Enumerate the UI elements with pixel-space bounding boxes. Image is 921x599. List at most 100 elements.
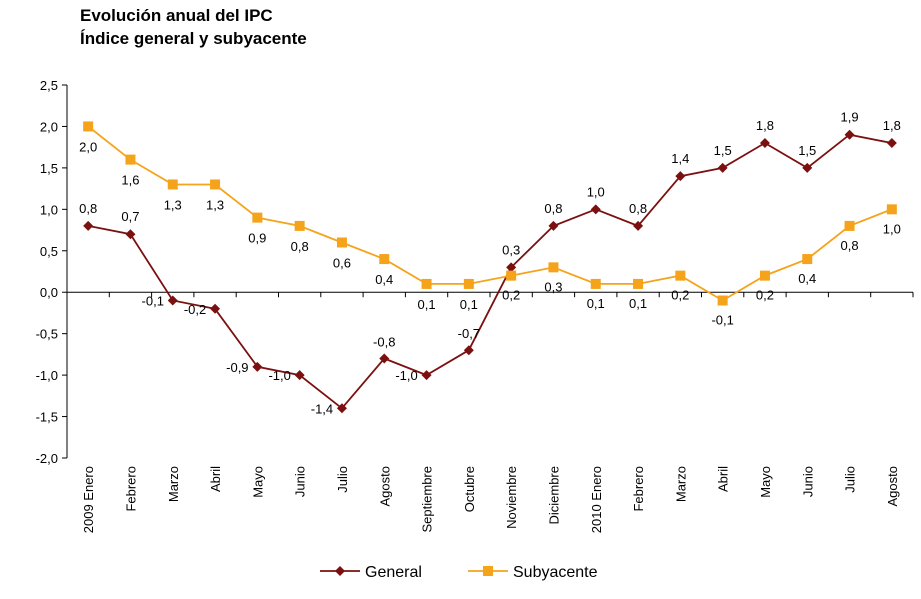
x-tick-label: Febrero: [631, 466, 646, 512]
data-point-subyacente: [802, 254, 813, 265]
x-tick-label: Abril: [208, 466, 223, 492]
data-label: 0,1: [587, 296, 605, 311]
x-tick-label: Septiembre: [420, 466, 435, 532]
data-label: 0,7: [121, 209, 139, 224]
y-tick-label: 1,0: [40, 202, 58, 217]
data-point-subyacente: [759, 270, 770, 281]
series-line-general: [88, 133, 892, 410]
data-label: 1,6: [121, 173, 139, 188]
data-label: 2,0: [79, 139, 97, 154]
data-point-subyacente: [633, 278, 644, 289]
data-label: 1,3: [206, 197, 224, 212]
data-point-subyacente: [125, 154, 136, 165]
data-point-subyacente: [506, 270, 517, 281]
y-tick-label: -1,0: [36, 368, 58, 383]
x-tick-label: Mayo: [250, 466, 265, 498]
x-tick-label: Agosto: [377, 466, 392, 506]
y-tick-label: 2,0: [40, 119, 58, 134]
data-label: 0,4: [798, 271, 816, 286]
x-tick-label: Julio: [843, 466, 858, 493]
data-label: -1,0: [268, 368, 290, 383]
data-label: 0,8: [544, 201, 562, 216]
data-point-subyacente: [886, 204, 897, 215]
data-point-subyacente: [336, 237, 347, 248]
data-label: 0,3: [544, 279, 562, 294]
data-label: -0,1: [711, 313, 733, 328]
data-point-general: [886, 138, 897, 149]
data-point-subyacente: [421, 278, 432, 289]
legend-marker-subyacente: [483, 566, 493, 576]
data-point-general: [167, 295, 178, 306]
series-line-subyacente: [87, 125, 893, 302]
x-tick-label: Marzo: [166, 466, 181, 502]
data-label: 0,9: [248, 231, 266, 246]
x-tick-label: Mayo: [758, 466, 773, 498]
data-point-general: [717, 162, 728, 173]
axes: 2,5 2,0 1,5 1,0 0,5 0,0 -0,5 -1,0 -1,5 -2,0 2009 E…: [36, 78, 914, 533]
data-label: 1,5: [714, 143, 732, 158]
chart-title: Evolución anual del IPC: [80, 6, 273, 25]
y-tick-label: -1,5: [36, 410, 58, 425]
data-label: 1,0: [883, 221, 901, 236]
data-point-general: [548, 220, 559, 231]
x-tick-label: Junio: [293, 466, 308, 497]
data-label: 0,2: [502, 288, 520, 303]
data-label: 0,8: [79, 201, 97, 216]
data-label: -0,2: [184, 302, 206, 317]
chart-title-block: Evolución anual del IPC Índice general y…: [80, 4, 307, 50]
y-tick-label: 1,5: [40, 161, 58, 176]
x-tick-label: Diciembre: [546, 466, 561, 525]
x-tick-label: Octubre: [462, 466, 477, 512]
data-point-general: [463, 345, 474, 356]
x-tick-label: Julio: [335, 466, 350, 493]
data-label: -0,7: [458, 326, 480, 341]
data-point-subyacente: [379, 254, 390, 265]
data-point-subyacente: [167, 179, 178, 190]
data-label: 0,1: [418, 297, 436, 312]
data-point-general: [125, 229, 136, 240]
data-point-subyacente: [590, 278, 601, 289]
legend-label-general: General: [365, 564, 422, 581]
data-label: 0,1: [460, 297, 478, 312]
x-tick-label: Junio: [800, 466, 815, 497]
data-label: -0,9: [226, 360, 248, 375]
data-label: 0,4: [375, 272, 393, 287]
legend: General Subyacente: [320, 564, 598, 581]
data-label: 1,9: [841, 110, 859, 125]
legend-label-subyacente: Subyacente: [513, 564, 598, 581]
data-point-general: [844, 129, 855, 140]
y-tick-label: -0,5: [36, 327, 58, 342]
data-label: 1,8: [883, 118, 901, 133]
data-label: 0,2: [756, 288, 774, 303]
data-label: 1,3: [164, 197, 182, 212]
y-tick-label: 0,0: [40, 285, 58, 300]
data-point-general: [675, 171, 686, 182]
chart-subtitle: Índice general y subyacente: [80, 29, 307, 48]
x-tick-label: Agosto: [885, 466, 900, 506]
series-lines: [87, 125, 893, 410]
data-point-subyacente: [252, 212, 263, 223]
y-tick-label: -2,0: [36, 451, 58, 466]
data-point-general: [210, 303, 221, 314]
data-point-general: [336, 403, 347, 414]
data-point-general: [802, 162, 813, 173]
data-label: 0,6: [333, 255, 351, 270]
data-label: 0,2: [671, 288, 689, 303]
data-label: -0,1: [142, 294, 164, 309]
data-point-subyacente: [294, 220, 305, 231]
data-point-general: [506, 262, 517, 273]
data-point-subyacente: [548, 262, 559, 273]
data-label: -1,0: [395, 368, 417, 383]
series-markers: [83, 121, 897, 414]
data-label: -0,8: [373, 335, 395, 350]
data-label: -1,4: [311, 401, 333, 416]
data-point-subyacente: [83, 121, 94, 132]
x-tick-label: 2009 Enero: [81, 466, 96, 533]
data-label: 1,5: [798, 143, 816, 158]
data-label: 1,8: [756, 118, 774, 133]
data-label: 0,8: [291, 239, 309, 254]
data-point-subyacente: [463, 278, 474, 289]
data-label: 0,8: [629, 201, 647, 216]
data-point-subyacente: [717, 295, 728, 306]
